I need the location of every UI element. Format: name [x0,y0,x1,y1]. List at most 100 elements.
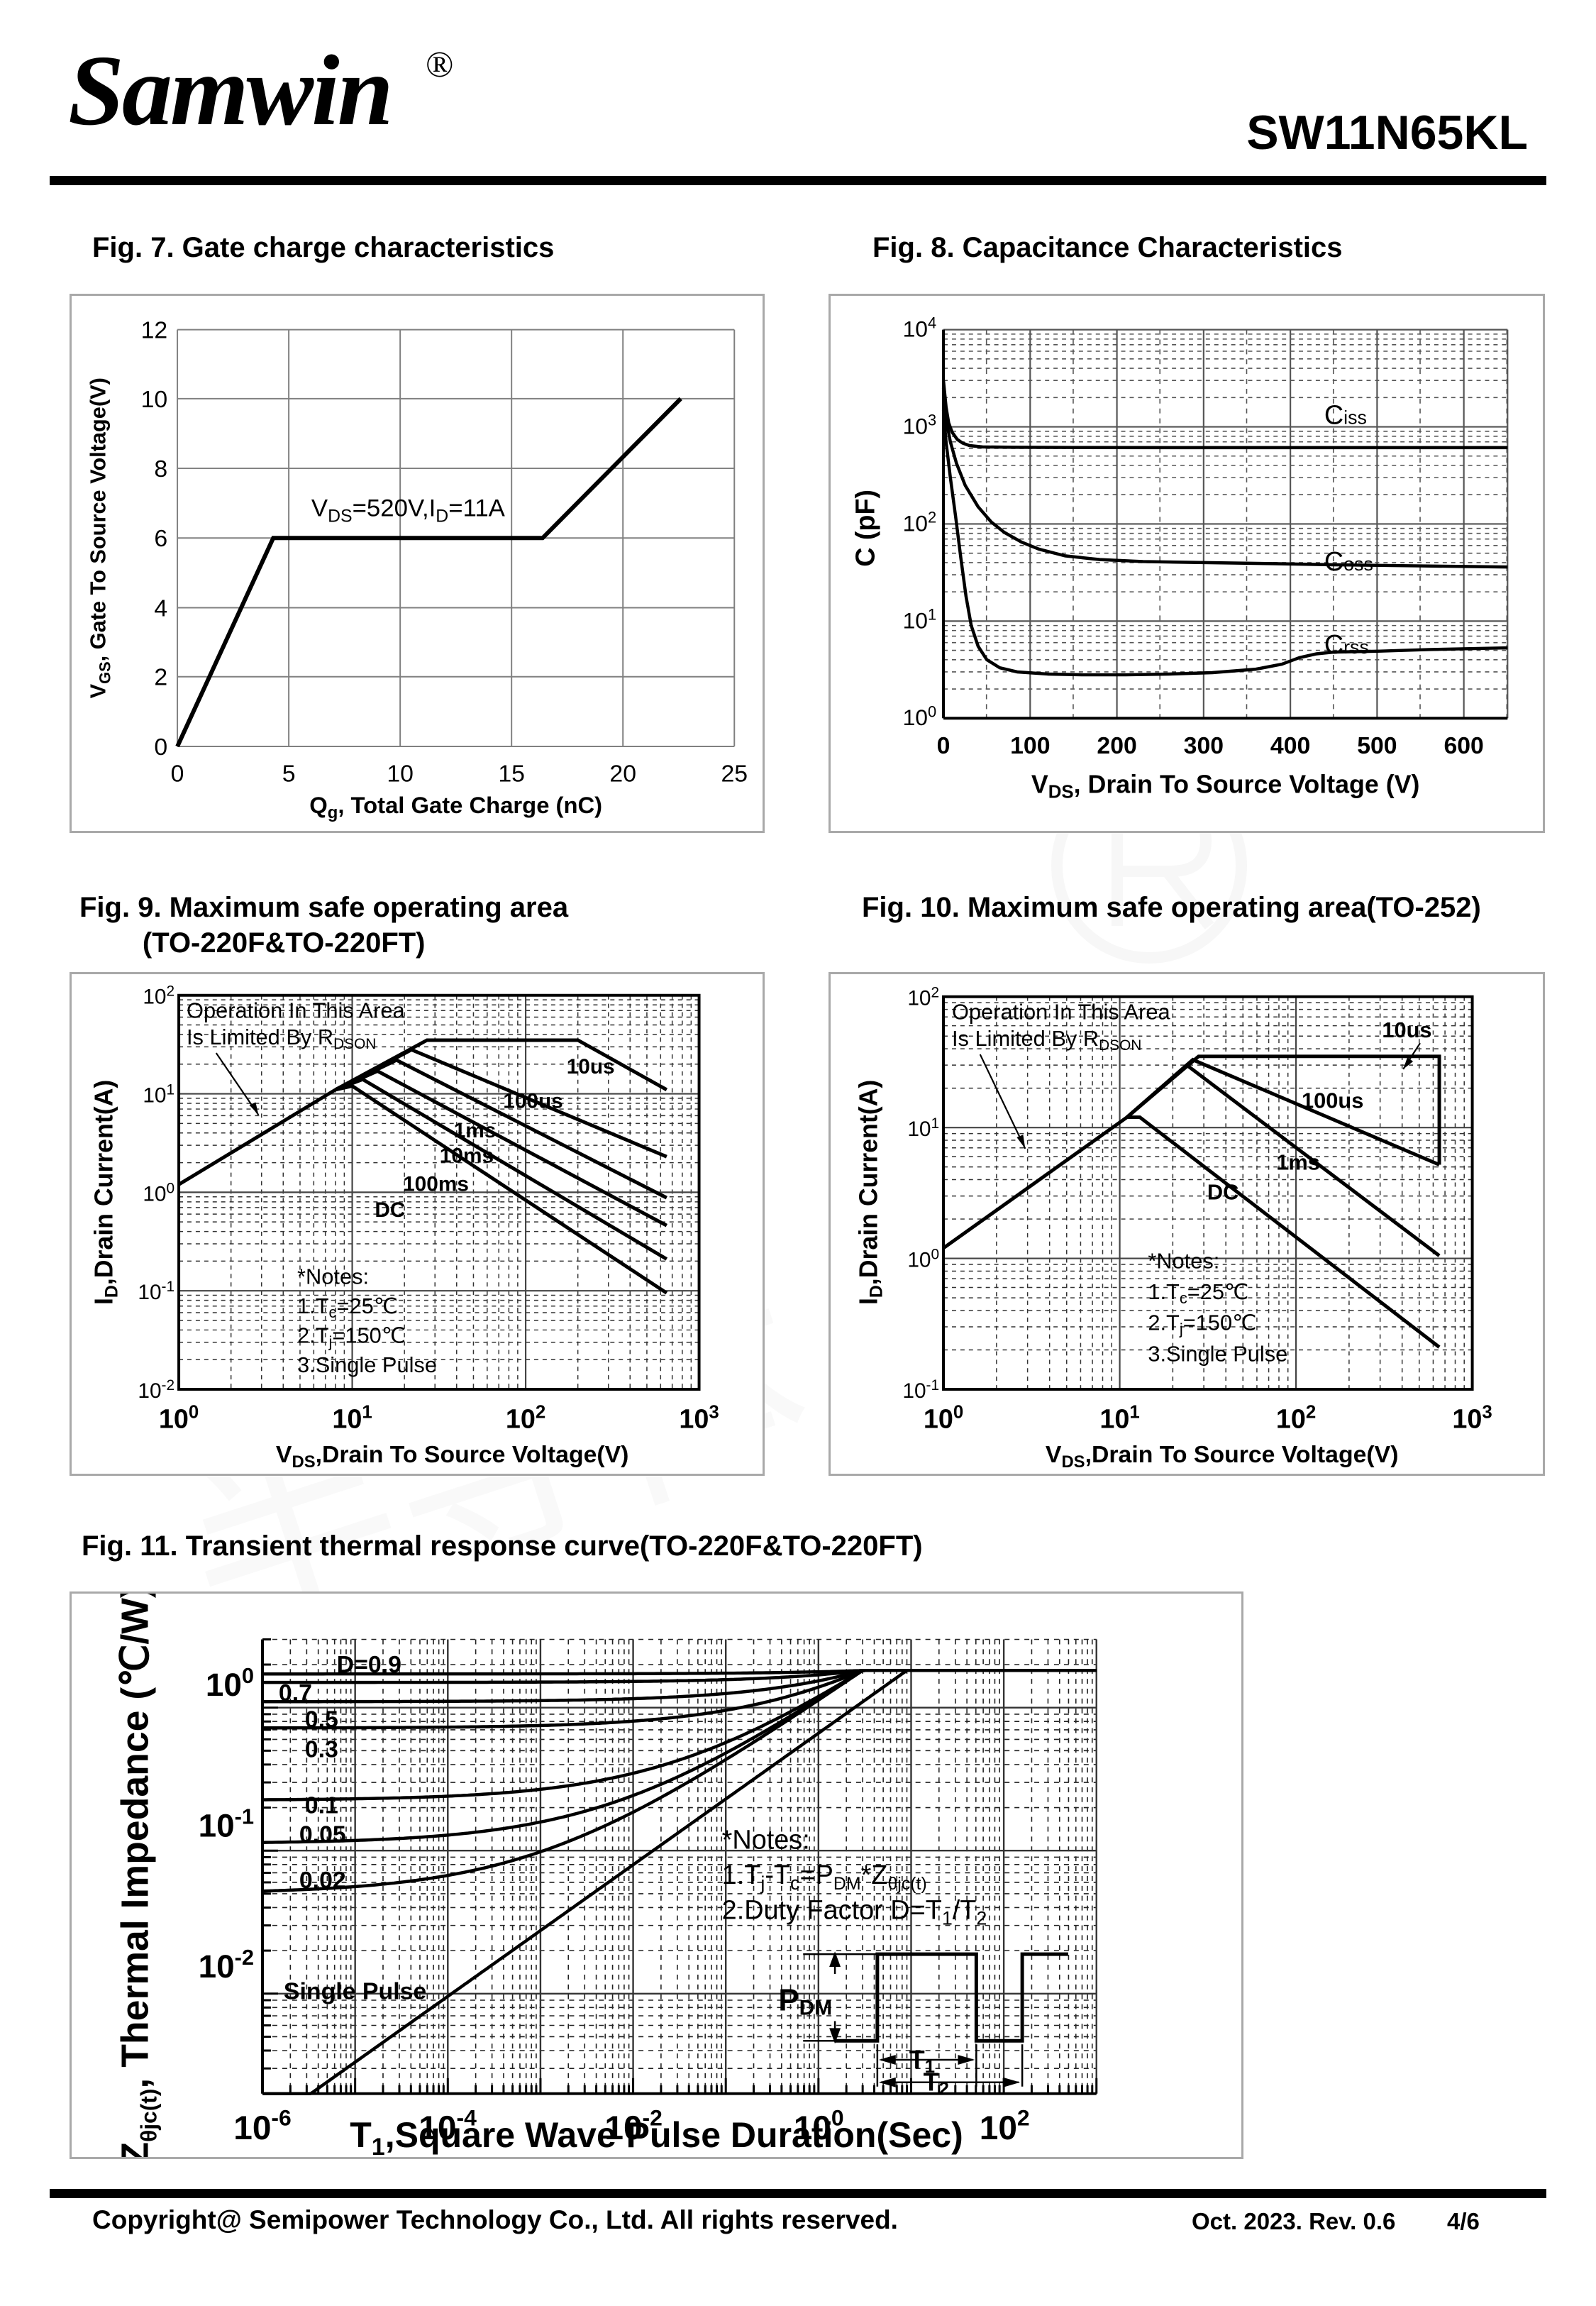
fig10-series-10us [1126,1054,1441,1165]
svg-text:Is Limited By RDSON: Is Limited By RDSON [187,1025,376,1052]
svg-text:104: 104 [903,314,937,342]
svg-text:ID,Drain Current(A): ID,Drain Current(A) [855,1080,887,1305]
svg-text:Operation In This Area: Operation In This Area [187,998,406,1023]
svg-text:3.Single Pulse: 3.Single Pulse [1148,1341,1287,1366]
svg-text:*Notes:: *Notes: [1148,1249,1219,1274]
fig9-caption-line1: Fig. 9. Maximum safe operating area [79,892,569,923]
svg-text:103: 103 [679,1403,719,1434]
svg-text:100: 100 [907,1247,939,1272]
svg-text:20: 20 [609,761,636,788]
svg-text:10us: 10us [567,1055,615,1078]
svg-text:*Notes:: *Notes: [722,1825,810,1855]
svg-text:102: 102 [506,1403,545,1434]
fig11-series-0-1 [262,1669,1097,1802]
fig7-frame: 12 10 8 6 4 2 0 0 5 10 15 20 25 VGS, Gat… [70,294,765,833]
fig9-plot: 102 101 100 10-1 10-2 100 101 102 103 ID… [90,983,719,1472]
svg-text:VGS, Gate To Source Voltage(V: VGS, Gate To Source Voltage(V) [86,377,114,698]
part-number: SW11N65KL [1246,106,1528,160]
fig11-series-0-3 [262,1669,1097,1730]
svg-text:DC: DC [1207,1179,1238,1204]
svg-text:101: 101 [1099,1403,1139,1434]
svg-text:Coss: Coss [1324,546,1373,576]
svg-text:102: 102 [907,985,939,1010]
svg-text:10: 10 [387,761,414,788]
svg-text:1.Tc=25℃: 1.Tc=25℃ [297,1293,398,1321]
fig8-series-Coss [941,387,1508,569]
fig10-rdson-limit-line [942,1115,1129,1250]
svg-text:100: 100 [924,1403,963,1434]
svg-text:2: 2 [154,664,167,691]
fig10-series-DC [1126,1115,1441,1349]
svg-text:10-2: 10-2 [199,1945,254,1985]
svg-text:Is Limited By RDSON: Is Limited By RDSON [952,1026,1141,1054]
fig8-plot: 104 103 102 101 100 0 100 200 300 400 50… [850,314,1509,802]
registered-trademark-icon: ® [426,45,454,85]
svg-text:4: 4 [154,595,167,622]
fig9-series-DC [335,1083,668,1295]
fig8-caption: Fig. 8. Capacitance Characteristics [872,232,1343,263]
svg-text:102: 102 [903,508,937,536]
company-logo: Samwin [68,34,394,146]
svg-text:10us: 10us [1382,1017,1431,1042]
svg-text:Zθjc(t), Thermal Impedance (℃: Zθjc(t), Thermal Impedance (℃/W) [114,1594,162,2157]
svg-text:10-4: 10-4 [419,2104,477,2147]
footer-divider [50,2189,1546,2198]
fig11-xaxis-title: T1,Square Wave Pulse Duration(Sec) [70,2114,1243,2161]
fig11-plot: 100 10-1 10-2 10-6 10-4 10-2 100 102 D=0… [114,1594,1098,2157]
fig11-series-0-02 [262,1669,1097,1893]
svg-text:12: 12 [141,317,168,344]
fig11-frame: 100 10-1 10-2 10-6 10-4 10-2 100 102 D=0… [70,1591,1243,2159]
svg-text:PDM: PDM [778,1983,832,2020]
svg-text:2.Duty Factor D=T1/T2: 2.Duty Factor D=T1/T2 [722,1896,987,1929]
svg-text:6: 6 [154,525,167,552]
fig10-series-1ms [1126,1063,1441,1257]
svg-text:100: 100 [159,1403,199,1434]
svg-text:101: 101 [332,1403,372,1434]
svg-text:102: 102 [1276,1403,1316,1434]
fig9-series-1ms [334,1058,667,1200]
copyright-text: Copyright@ Semipower Technology Co., Ltd… [92,2205,898,2234]
svg-text:102: 102 [980,2104,1030,2147]
svg-text:DC: DC [375,1198,405,1222]
svg-text:VDS,Drain To Source Voltage(V): VDS,Drain To Source Voltage(V) [1046,1441,1399,1472]
svg-text:ID,Drain Current(A): ID,Drain Current(A) [90,1080,122,1305]
svg-text:Crss: Crss [1324,629,1369,659]
svg-text:101: 101 [903,605,937,633]
fig8-series-Ciss [941,380,1508,450]
svg-text:100ms: 100ms [403,1172,469,1196]
svg-text:500: 500 [1357,732,1397,759]
svg-text:3.Single Pulse: 3.Single Pulse [297,1352,437,1377]
fig8-frame: 104 103 102 101 100 0 100 200 300 400 50… [829,294,1545,833]
svg-text:102: 102 [143,983,174,1009]
page-number: 4/6 [1447,2208,1480,2234]
svg-text:400: 400 [1270,732,1310,759]
fig11-series-Single-Pulse [262,1669,1097,2095]
fig9-frame: 102 101 100 10-1 10-2 100 101 102 103 ID… [70,972,765,1476]
fig11-xaxis-title-text: T1,Square Wave Pulse Duration(Sec) [350,2115,963,2161]
fig7-caption: Fig. 7. Gate charge characteristics [92,232,555,263]
svg-text:300: 300 [1184,732,1224,759]
fig9-rdson-limit-line [177,1088,337,1186]
svg-text:1.Tc=25℃: 1.Tc=25℃ [1148,1279,1248,1307]
svg-text:0.1: 0.1 [305,1792,338,1819]
svg-text:Ciss: Ciss [1324,400,1367,430]
svg-text:0: 0 [937,732,951,759]
svg-text:10-1: 10-1 [902,1377,939,1403]
svg-text:15: 15 [498,761,525,788]
svg-text:103: 103 [1452,1403,1492,1434]
svg-text:25: 25 [721,761,748,788]
svg-text:10-1: 10-1 [199,1804,254,1844]
svg-text:VDS, Drain To Source Voltage (: VDS, Drain To Source Voltage (V) [1031,770,1420,802]
fig7-plot: 12 10 8 6 4 2 0 0 5 10 15 20 25 VGS, Gat… [86,317,748,823]
svg-text:101: 101 [907,1115,939,1141]
fig10-frame: 102 101 100 10-1 100 101 102 103 ID,Drai… [829,972,1545,1476]
svg-text:C (pF): C (pF) [850,490,880,567]
fig10-caption: Fig. 10. Maximum safe operating area(TO-… [862,892,1481,923]
svg-text:T2: T2 [924,2068,949,2100]
page-footer: Copyright@ Semipower Technology Co., Ltd… [0,2205,1596,2255]
svg-text:100: 100 [1010,732,1050,759]
fig9-caption-line2: (TO-220F&TO-220FT) [79,927,426,959]
fig10-plot: 102 101 100 10-1 100 101 102 103 ID,Drai… [855,985,1492,1472]
svg-text:10-2: 10-2 [138,1377,174,1403]
svg-text:0: 0 [171,761,184,788]
